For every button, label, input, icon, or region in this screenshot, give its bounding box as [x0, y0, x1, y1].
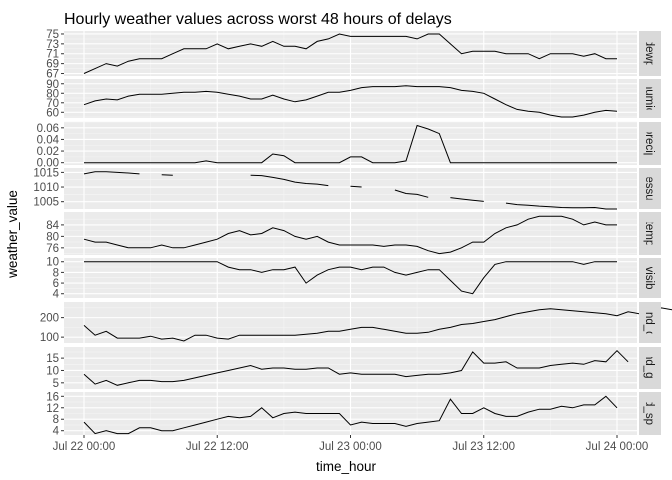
x-tick-label: Jul 22 00:00 [53, 441, 116, 453]
facet-strip [639, 168, 661, 209]
panel-pressure: 1005 1010 1015 pressure [33, 166, 661, 211]
x-tick-label: Jul 23 12:00 [452, 441, 515, 453]
series-line-humid [83, 85, 618, 118]
facet-strip-label: visib [643, 266, 655, 289]
panel-wind_dir: 100 200 wind_dir [40, 300, 672, 344]
y-tick-label: 76 [46, 243, 59, 255]
series-line-pressure [83, 171, 617, 210]
y-tick-label: 4 [53, 289, 60, 301]
y-tick-label: 100 [40, 332, 59, 344]
series-line-precip [84, 124, 617, 164]
y-tick-label: 5 [53, 378, 59, 390]
x-tick-label: Jul 24 00:00 [586, 441, 649, 453]
series-line-dewp [83, 33, 617, 74]
facet-strip [639, 79, 661, 118]
series-line-temp [83, 215, 617, 255]
y-tick-label: 67 [46, 69, 59, 81]
y-tick-label: 90 [46, 79, 59, 91]
panel-precip: 0.000.020.040.06 precip [37, 121, 661, 170]
facet-strip-label: wind_dir [643, 300, 655, 344]
series-line-visib [84, 261, 617, 295]
series-line-wind_speed [83, 395, 618, 435]
series-line-wind_gust [83, 349, 629, 386]
y-tick-label: 70 [46, 98, 59, 110]
y-tick-label: 1010 [33, 182, 59, 194]
y-tick-label: 75 [46, 29, 59, 41]
y-tick-label: 71 [46, 49, 59, 61]
y-tick-label: 0.04 [37, 134, 60, 146]
y-tick-label: 6 [53, 278, 59, 290]
y-tick-label: 1005 [33, 197, 59, 209]
facet-strip [639, 258, 661, 298]
y-tick-label: 4 [53, 426, 60, 438]
y-tick-label: 15 [46, 353, 59, 365]
x-axis: Jul 22 00:00 Jul 22 12:00 Jul 23 00:00 Jul … [53, 435, 649, 453]
series-line-wind_dir [83, 307, 672, 342]
y-tick-label: 200 [40, 313, 59, 325]
y-axis-title: weather_value [5, 190, 20, 279]
facet-strip [639, 31, 661, 76]
y-tick-label: 0.00 [37, 158, 59, 170]
facet-strip-label: precip [643, 128, 655, 159]
x-tick-label: Jul 23 00:00 [319, 441, 382, 453]
y-tick-label: 8 [53, 414, 59, 426]
facet-strip-label: wind_gust [643, 341, 655, 395]
facet-strip [639, 302, 661, 343]
y-tick-label: 60 [46, 107, 59, 119]
y-tick-label: 1015 [33, 167, 59, 179]
x-axis-title: time_hour [316, 459, 377, 474]
x-tick-label: Jul 22 12:00 [186, 441, 249, 453]
facet-strip [639, 347, 661, 389]
facet-strip [639, 212, 661, 255]
y-tick-label: 8 [53, 267, 59, 279]
y-tick-label: 0.06 [37, 123, 59, 135]
y-tick-label: 69 [46, 59, 59, 71]
facet-strip [639, 122, 661, 165]
y-tick-label: 10 [46, 257, 59, 269]
y-tick-label: 84 [46, 220, 59, 232]
y-tick-label: 0.02 [37, 146, 59, 158]
y-tick-label: 12 [46, 403, 59, 415]
y-tick-label: 16 [46, 391, 59, 403]
y-tick-label: 10 [46, 365, 59, 377]
facet-strip-label: pressure [643, 166, 655, 211]
facet-strip-label: dewp [643, 40, 655, 68]
y-tick-label: 80 [46, 88, 59, 100]
facet-strip-label: wind_speed [643, 382, 655, 444]
y-tick-label: 73 [46, 39, 59, 51]
facet-strip [639, 392, 661, 435]
y-tick-label: 80 [46, 231, 59, 243]
facet-strip-label: temp [643, 221, 655, 247]
chart-title: Hourly weather values across worst 48 ho… [64, 11, 452, 28]
facet-strip-label: humid [643, 83, 655, 114]
